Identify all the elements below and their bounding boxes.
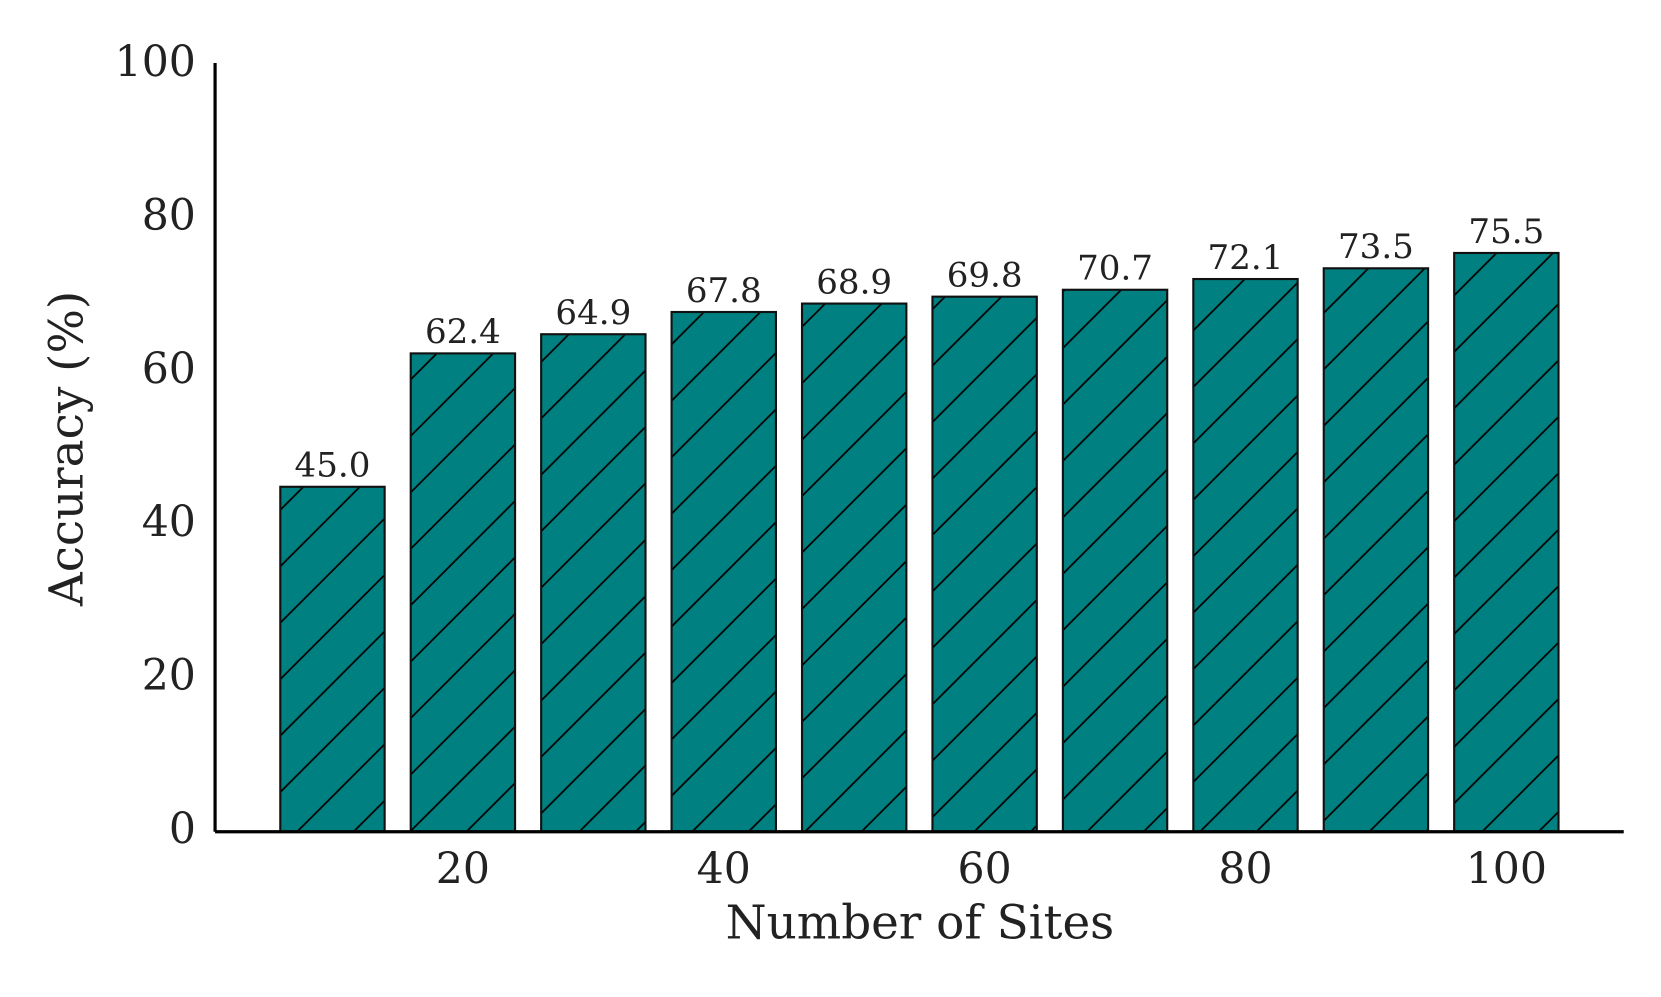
y-tick-label: 20	[142, 650, 196, 700]
y-tick-label: 0	[169, 804, 196, 854]
bar-hatch	[540, 333, 647, 833]
y-tick-label: 40	[142, 497, 196, 547]
value-label: 68.9	[816, 262, 892, 302]
bar-hatch	[1322, 267, 1430, 833]
value-label: 67.8	[686, 271, 762, 311]
bar-hatch	[1453, 251, 1560, 833]
bar-hatch	[931, 295, 1038, 833]
value-label: 62.4	[425, 312, 501, 352]
value-label: 64.9	[555, 293, 631, 333]
value-label: 73.5	[1338, 227, 1414, 267]
value-label: 69.8	[947, 256, 1023, 296]
value-label: 70.7	[1077, 249, 1153, 289]
bar-hatch	[409, 352, 517, 833]
x-axis-label: Number of Sites	[726, 897, 1115, 951]
x-tick-label: 80	[1218, 844, 1272, 894]
value-label: 75.5	[1468, 212, 1544, 252]
x-tick-label: 40	[697, 844, 751, 894]
x-tick-label: 20	[436, 844, 490, 894]
bar-hatch	[1061, 288, 1169, 833]
bar-hatch	[279, 485, 386, 833]
y-tick-label: 60	[142, 344, 196, 394]
value-label: 72.1	[1208, 238, 1284, 278]
y-tick-label: 100	[115, 37, 196, 87]
value-label: 45.0	[295, 446, 371, 486]
x-tick-label: 60	[958, 844, 1012, 894]
y-axis-label: Accuracy (%)	[40, 291, 94, 607]
bar-hatch	[800, 302, 908, 833]
x-tick-label: 100	[1466, 844, 1547, 894]
bar-hatch	[670, 310, 777, 833]
bar-hatch	[1192, 277, 1299, 833]
y-tick-label: 80	[142, 190, 196, 240]
